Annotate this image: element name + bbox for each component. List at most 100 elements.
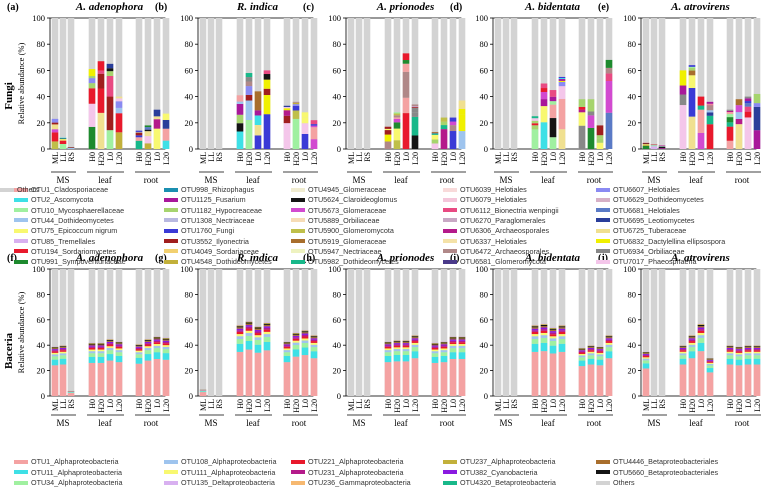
bar-segment [283, 350, 291, 353]
bar-segment [596, 349, 604, 351]
bar-segment [578, 360, 586, 367]
bar-segment [679, 349, 687, 351]
legend-label: OTU5673_Glomeraceae [308, 205, 387, 215]
bar-segment [735, 348, 743, 350]
legend-label: Others [17, 185, 39, 194]
bar-segment [144, 127, 152, 130]
bar-segment [726, 358, 734, 365]
bar-others [283, 269, 291, 396]
legend-item: OTU34_Alphaproteobacteria [14, 479, 123, 486]
bar-segment [411, 358, 419, 396]
group-label: root [440, 175, 455, 185]
x-tick-label: L0 [549, 399, 558, 408]
legend-swatch [596, 187, 610, 192]
bar-segment [135, 345, 143, 347]
bar-segment [697, 342, 705, 352]
bar-others [744, 269, 752, 396]
bar-others [355, 269, 363, 396]
bar-segment [144, 129, 152, 132]
bar-segment [402, 349, 410, 352]
bar-segment [106, 63, 114, 69]
y-tick-label: 60 [628, 315, 637, 325]
bar-segment [440, 350, 448, 353]
bar-segment [642, 143, 650, 144]
bar-segment [153, 345, 161, 349]
bar-segment [135, 132, 143, 133]
bar-segment [449, 340, 457, 343]
x-tick-label: RS [67, 152, 76, 162]
bar-segment [97, 356, 105, 363]
bar-segment [301, 355, 309, 396]
bar-segment [578, 99, 586, 107]
bar-segment [310, 124, 318, 126]
bar-segment [245, 335, 253, 342]
bar-segment [106, 346, 114, 348]
x-tick-label: L20 [753, 399, 762, 412]
bar-segment [578, 351, 586, 353]
bar-segment [449, 352, 457, 359]
bar-segment [753, 364, 761, 396]
x-tick-label: H20 [292, 399, 301, 413]
bar-segment [263, 95, 271, 115]
legend-item: OTU6581_Glomeromycota [443, 258, 546, 265]
bar-others [735, 269, 743, 396]
group-label: leaf [246, 175, 260, 185]
bar-segment [697, 330, 705, 333]
bar-segment [393, 342, 401, 344]
y-tick-label: 100 [623, 264, 636, 274]
bar-segment [310, 338, 318, 340]
bar-segment [301, 330, 309, 332]
bar-segment [245, 120, 253, 149]
bar-others [449, 269, 457, 396]
bar-segment [605, 337, 613, 339]
bar-segment [88, 349, 96, 352]
bar-segment [88, 344, 96, 346]
legend-item: OTU5660_Betaproteobacteriales [596, 468, 718, 476]
bar-segment [106, 68, 114, 72]
bar-segment [97, 88, 105, 113]
bar-segment [402, 345, 410, 348]
bar-segment [549, 118, 557, 138]
bar-segment [726, 346, 734, 348]
bar-segment [596, 135, 604, 139]
bar-segment [162, 353, 170, 360]
bar-segment [263, 323, 271, 325]
bar-others [411, 18, 419, 149]
bar-segment [697, 132, 705, 149]
legend-swatch [164, 470, 178, 475]
bar-others [735, 18, 743, 149]
bar-segment [688, 337, 696, 339]
legend-label: OTU6832_Dactylellina ellipsospora [613, 236, 726, 246]
bar-segment [88, 75, 96, 79]
bar-segment [587, 99, 595, 112]
legend-label: OTU6079_Helotiales [460, 195, 527, 205]
bar-segment [458, 336, 466, 338]
bar-segment [236, 114, 244, 124]
bar-segment [88, 346, 96, 348]
legend-label: OTU998_Rhizophagus [181, 185, 255, 194]
bar-segment [605, 335, 613, 337]
bar-others [402, 269, 410, 396]
legend-swatch [596, 470, 610, 475]
legend-swatch [596, 228, 610, 233]
bar-others [431, 269, 439, 396]
bar-segment [744, 346, 752, 347]
bar-segment [59, 139, 67, 141]
bar-segment [51, 359, 59, 366]
bar-segment [679, 358, 687, 365]
group-label: leaf [541, 175, 555, 185]
bar-segment [384, 341, 392, 343]
bar-segment [106, 130, 114, 149]
bar-segment [393, 345, 401, 348]
bar-segment [106, 341, 114, 344]
y-tick-label: 40 [185, 340, 194, 350]
legend-label: OTU1125_Fusarium [181, 195, 246, 205]
legend-label: OTU108_Alphaproteobacteria [181, 457, 277, 466]
bar-segment [106, 343, 114, 345]
bar-segment [283, 108, 291, 111]
row-title-fungi: Fungi [3, 82, 15, 110]
bar-segment [458, 338, 466, 340]
y-tick-label: 20 [628, 366, 637, 376]
bar-segment [697, 351, 705, 396]
